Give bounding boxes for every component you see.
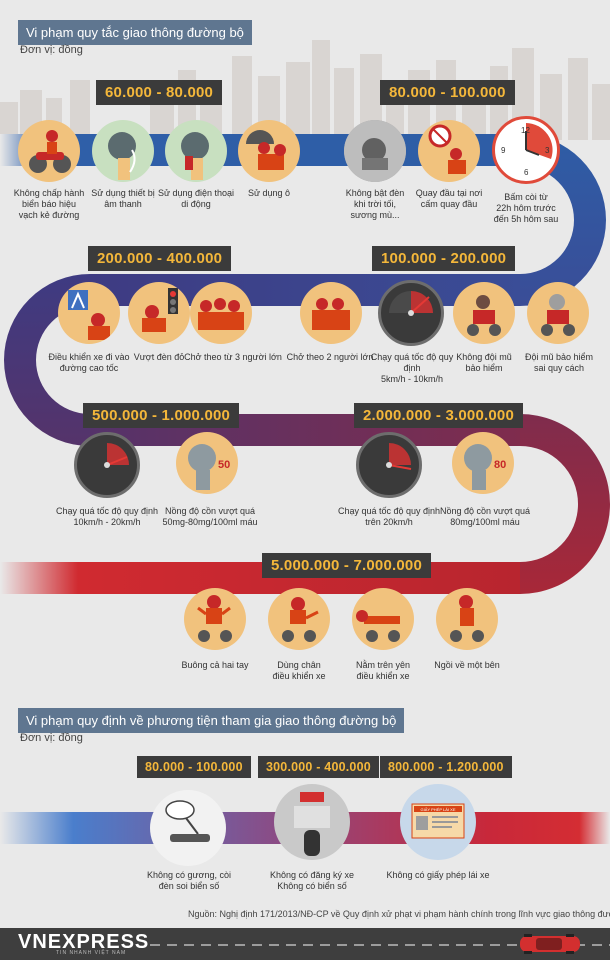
caption: Bấm còi từ 22h hôm trước đến 5h hôm sau <box>493 192 559 224</box>
alcohol-level: 80 <box>494 459 506 471</box>
caption: Chạy quá tốc độ quy định 10km/h - 20km/h <box>55 506 159 527</box>
caption: Nồng độ cồn vượt quá 50mg-80mg/100ml máu <box>162 506 258 527</box>
wrong-helmet-icon <box>527 282 589 344</box>
speedometer-icon <box>378 280 444 346</box>
alcohol-level: 50 <box>218 459 230 471</box>
caption: Vượt đèn đỏ <box>133 352 185 362</box>
caption: Buông cả hai tay <box>181 660 249 670</box>
range-badge: 5.000.000 - 7.000.000 <box>262 553 431 578</box>
no-hands-icon <box>184 588 246 650</box>
alcohol-icon: 50 <box>176 432 238 494</box>
caption: Không có gương, còi đèn soi biển số <box>147 870 231 891</box>
caption: Chở theo 2 người lớn <box>286 352 374 362</box>
clock-number: 9 <box>501 146 506 155</box>
caption: Không đội mũ bảo hiểm <box>456 352 512 373</box>
clock-number: 6 <box>524 168 529 177</box>
mirror-icon <box>150 790 226 866</box>
clock-number: 12 <box>521 126 530 135</box>
caption: Không chấp hành biển báo hiệu vạch kẻ đườn… <box>13 188 85 220</box>
caption: Không có giấy phép lái xe <box>386 870 490 880</box>
logo-tagline: TIN NHANH VIỆT NAM <box>56 950 127 956</box>
phone-icon <box>165 120 227 182</box>
caption: Chạy quá tốc độ quy định 5km/h - 10km/h <box>370 352 454 384</box>
alcohol-icon: 80 <box>452 432 514 494</box>
caption: Chạy quá tốc độ quy định trên 20km/h <box>337 506 441 527</box>
traffic-light-icon <box>128 282 190 344</box>
range-badge: 2.000.000 - 3.000.000 <box>354 403 523 428</box>
section2-unit: Đơn vị: đồng <box>20 732 83 744</box>
speedometer-icon <box>74 432 140 498</box>
source-note: Nguồn: Nghị định 171/2013/NĐ-CP về Quy đ… <box>188 909 610 919</box>
no-helmet-icon <box>453 282 515 344</box>
section1-title: Vi phạm quy tắc giao thông đường bộ <box>18 20 252 45</box>
caption: Sử dụng điện thoại di động <box>157 188 235 209</box>
range-badge: 60.000 - 80.000 <box>96 80 223 105</box>
caption: Đội mũ bảo hiểm sai quy cách <box>524 352 594 373</box>
three-passengers-icon <box>190 282 252 344</box>
car-icon <box>520 934 580 954</box>
caption: Sử dụng ô <box>247 188 291 198</box>
caption: Dùng chân điều khiển xe <box>272 660 326 681</box>
range-badge: 500.000 - 1.000.000 <box>83 403 240 428</box>
foot-steering-icon <box>268 588 330 650</box>
section2-title: Vi phạm quy định về phương tiện tham gia… <box>18 708 405 733</box>
speedometer-icon <box>356 432 422 498</box>
highway-icon <box>58 282 120 344</box>
range-badge: 800.000 - 1.200.000 <box>380 756 512 778</box>
motorbike-icon <box>18 120 80 182</box>
no-light-icon <box>344 120 406 182</box>
vnexpress-logo: VNEXPRESS <box>18 931 150 953</box>
range-badge: 80.000 - 100.000 <box>380 80 515 105</box>
license-card-label: GIẤY PHÉP LÁI XE <box>421 807 456 812</box>
headphone-icon <box>92 120 154 182</box>
caption: Điều khiển xe đi vào đường cao tốc <box>48 352 130 373</box>
footer-bar: VNEXPRESS TIN NHANH VIỆT NAM <box>0 928 610 960</box>
caption: Nồng độ cồn vượt quá 80mg/100ml máu <box>440 506 530 527</box>
clock-number: 3 <box>545 146 550 155</box>
caption: Quay đầu tại nơi cấm quay đầu <box>415 188 483 209</box>
caption: Nằm trên yên điều khiển xe <box>355 660 411 681</box>
license-plate-icon <box>274 784 350 860</box>
caption: Không bật đèn khi trời tối, sương mù... <box>345 188 405 220</box>
no-uturn-icon <box>418 120 480 182</box>
range-badge: 300.000 - 400.000 <box>258 756 379 778</box>
range-badge: 200.000 - 400.000 <box>88 246 232 271</box>
lying-on-seat-icon <box>352 588 414 650</box>
section1-unit: Đơn vị: đồng <box>20 44 83 56</box>
clock-icon: 12 3 6 9 <box>492 116 560 184</box>
caption: Chở theo từ 3 người lớn <box>184 352 282 362</box>
range-badge: 100.000 - 200.000 <box>372 246 516 271</box>
driver-license-icon: GIẤY PHÉP LÁI XE <box>400 784 476 860</box>
sidesaddle-icon <box>436 588 498 650</box>
caption: Ngồi về một bên <box>434 660 500 670</box>
caption: Sử dụng thiết bị âm thanh <box>91 188 155 209</box>
range-badge: 80.000 - 100.000 <box>137 756 251 778</box>
umbrella-icon <box>238 120 300 182</box>
two-passengers-icon <box>300 282 362 344</box>
caption: Không có đăng ký xe Không có biển số <box>269 870 355 891</box>
